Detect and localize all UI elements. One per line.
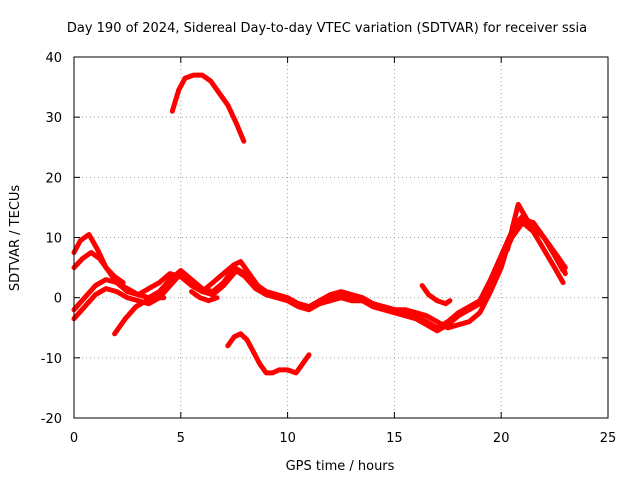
series-line-arc-10: [505, 201, 568, 277]
chart-title: Day 190 of 2024, Sidereal Day-to-day VTE…: [67, 21, 587, 36]
x-tick-label: 25: [600, 431, 617, 446]
series-line-arc-2: [71, 213, 566, 331]
x-tick-label: 0: [70, 431, 78, 446]
grid-lines: [74, 57, 608, 418]
series-line-arc-4: [71, 216, 568, 331]
y-tick-label: 30: [45, 111, 62, 126]
series-line-arc-5: [112, 295, 167, 337]
axis-ticks: 0 5 10 15 20 25 -20 -10 0 10 20 30 40: [41, 51, 617, 446]
series-line-arc-8: [225, 331, 312, 376]
x-tick-label: 5: [177, 431, 185, 446]
y-tick-label: 40: [45, 51, 62, 66]
y-tick-label: 20: [45, 171, 62, 186]
series-line-arc-9: [419, 283, 453, 307]
y-axis-title: SDTVAR / TECUs: [8, 185, 23, 292]
series-group: [71, 72, 568, 376]
x-tick-label: 15: [386, 431, 403, 446]
series-line-arc-7: [169, 72, 247, 144]
x-tick-label: 10: [279, 431, 296, 446]
series-line-arc-6: [189, 289, 220, 304]
y-tick-label: 10: [45, 232, 62, 247]
y-tick-label: -10: [41, 352, 62, 367]
y-tick-label: -20: [41, 412, 62, 427]
x-tick-label: 20: [493, 431, 510, 446]
y-tick-label: 0: [54, 292, 62, 307]
x-axis-title: GPS time / hours: [286, 459, 395, 474]
